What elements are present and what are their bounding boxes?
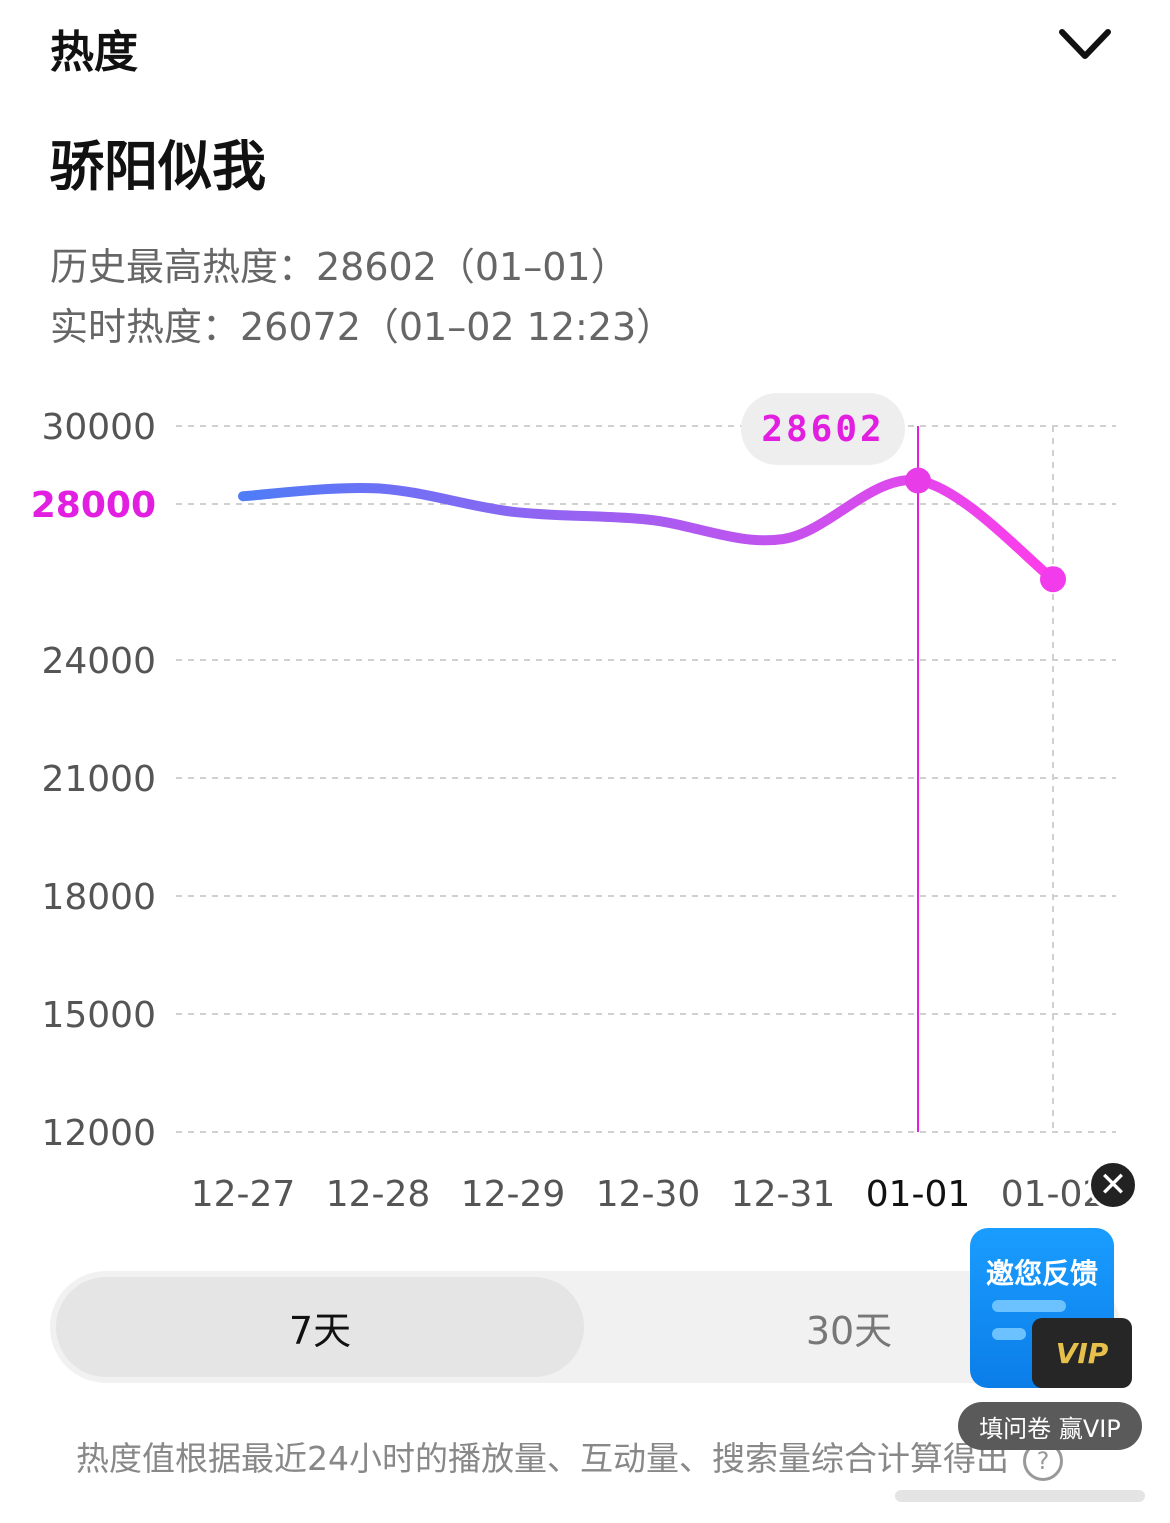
promo-decor-bar <box>992 1328 1026 1340</box>
promo-decor-bar <box>992 1300 1066 1312</box>
chevron-down-icon <box>1059 29 1111 59</box>
x-tick-label: 12-31 <box>731 1174 836 1215</box>
x-tick-label: 12-29 <box>461 1174 566 1215</box>
x-tick-label: 12-27 <box>191 1174 296 1215</box>
x-tick-label: 12-30 <box>596 1174 701 1215</box>
range-option-30-days[interactable]: 30天 <box>805 1308 893 1353</box>
footnote: 热度值根据最近24小时的播放量、互动量、搜索量综合计算得出? <box>76 1432 1063 1481</box>
section-title: 热度 <box>50 27 138 78</box>
feedback-promo: 邀您反馈 VIP 填问卷 赢VIP ✕ <box>958 1158 1142 1458</box>
y-tick-label: 18000 <box>41 877 156 918</box>
realtime-heat-stat: 实时热度：26072（01–02 12:23） <box>50 305 675 349</box>
range-toggle: 7天 30天 <box>50 1271 1120 1383</box>
promo-caption[interactable]: 填问卷 赢VIP <box>958 1402 1142 1450</box>
peak-heat-stat: 历史最高热度：28602（01–01） <box>50 245 629 289</box>
close-icon[interactable]: ✕ <box>1088 1160 1138 1210</box>
tooltip-value: 28602 <box>761 409 884 450</box>
collapse-button[interactable] <box>1052 16 1118 74</box>
x-tick-label: 01-02 <box>1001 1174 1106 1215</box>
data-point[interactable] <box>1040 566 1066 593</box>
x-tick-label: 01-01 <box>866 1174 971 1215</box>
y-tick-label: 30000 <box>41 407 156 448</box>
x-tick-label: 12-28 <box>326 1174 431 1215</box>
y-tick-label: 21000 <box>41 759 156 800</box>
footnote-text: 热度值根据最近24小时的播放量、互动量、搜索量综合计算得出 <box>76 1439 1009 1478</box>
y-tick-label: 12000 <box>41 1113 156 1154</box>
vip-badge: VIP <box>1032 1318 1132 1388</box>
y-tick-label: 24000 <box>41 641 156 682</box>
y-tick-label: 28000 <box>31 485 156 526</box>
value-tooltip: 28602 <box>741 393 905 465</box>
show-title: 骄阳似我 <box>50 135 266 198</box>
promo-title: 邀您反馈 <box>985 1257 1098 1290</box>
data-point[interactable] <box>905 467 931 494</box>
heat-line-chart[interactable]: 30000 28000 24000 21000 18000 15000 12000 12-2… <box>0 380 1170 1240</box>
series-line <box>238 475 1058 585</box>
y-tick-label: 15000 <box>41 995 156 1036</box>
range-option-7-days[interactable]: 7天 <box>56 1277 584 1377</box>
home-indicator <box>895 1490 1145 1502</box>
